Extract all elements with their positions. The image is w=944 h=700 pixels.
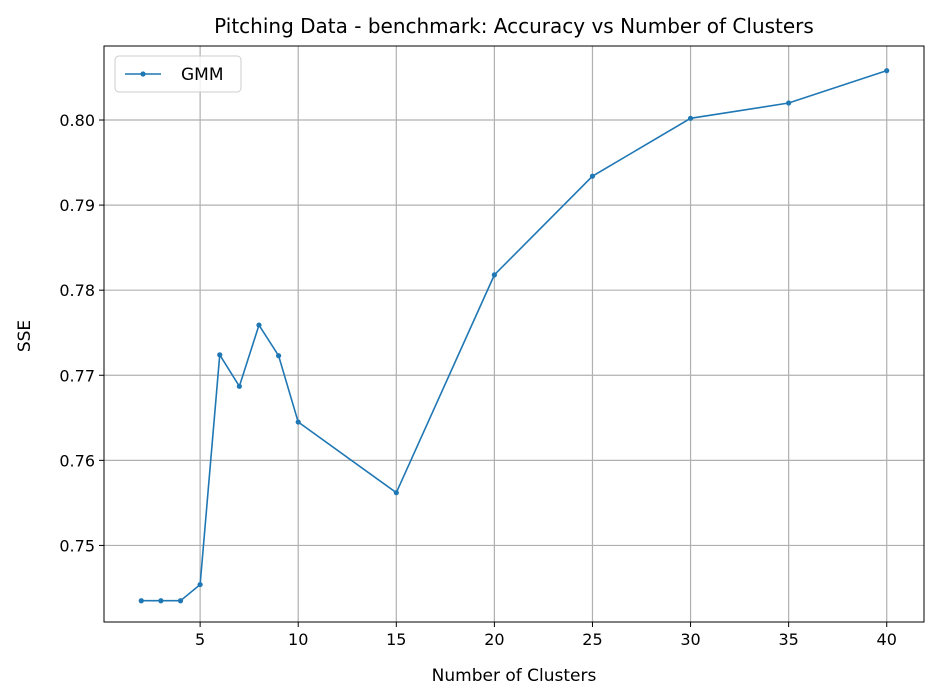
x-tick-label: 5 bbox=[195, 630, 205, 649]
x-tick-label: 10 bbox=[288, 630, 308, 649]
data-point bbox=[393, 490, 399, 496]
legend: GMM bbox=[114, 55, 242, 93]
chart-title: Pitching Data - benchmark: Accuracy vs N… bbox=[214, 14, 814, 38]
data-point bbox=[687, 115, 694, 121]
y-tick-label: 0.79 bbox=[59, 196, 95, 215]
data-point bbox=[491, 272, 497, 278]
y-tick-label: 0.77 bbox=[59, 366, 95, 385]
data-point bbox=[236, 383, 242, 389]
grid-lines bbox=[104, 46, 924, 622]
data-point bbox=[275, 353, 282, 359]
x-tick-label: 15 bbox=[386, 630, 406, 649]
data-point bbox=[197, 581, 203, 588]
data-point bbox=[158, 598, 164, 604]
y-axis-ticks: 0.75 0.76 0.77 0.78 0.79 0.80 bbox=[59, 111, 104, 555]
data-point bbox=[786, 100, 792, 106]
plot-frame bbox=[103, 45, 925, 623]
x-tick-label: 35 bbox=[778, 630, 798, 649]
data-point bbox=[295, 419, 301, 425]
data-point bbox=[884, 68, 890, 74]
x-tick-label: 25 bbox=[582, 630, 602, 649]
x-axis-ticks: 5 10 15 20 25 30 35 40 bbox=[195, 622, 897, 649]
data-point bbox=[217, 352, 223, 358]
x-tick-label: 20 bbox=[484, 630, 504, 649]
series-layer bbox=[138, 68, 890, 604]
data-point bbox=[177, 598, 184, 604]
y-tick-label: 0.76 bbox=[59, 451, 95, 470]
series-line-gmm bbox=[141, 69, 887, 602]
y-tick-label: 0.78 bbox=[59, 281, 95, 300]
legend-box bbox=[114, 55, 242, 93]
data-point bbox=[138, 598, 144, 604]
y-tick-label: 0.80 bbox=[59, 111, 95, 130]
x-tick-label: 40 bbox=[877, 630, 897, 649]
x-axis-label: Number of Clusters bbox=[432, 666, 597, 686]
data-point bbox=[256, 322, 262, 328]
data-point bbox=[589, 173, 596, 179]
legend-marker bbox=[140, 71, 146, 77]
x-tick-label: 30 bbox=[680, 630, 700, 649]
legend-label: GMM bbox=[181, 65, 224, 85]
y-tick-label: 0.75 bbox=[59, 536, 95, 555]
y-axis-label: SSE bbox=[15, 320, 35, 352]
